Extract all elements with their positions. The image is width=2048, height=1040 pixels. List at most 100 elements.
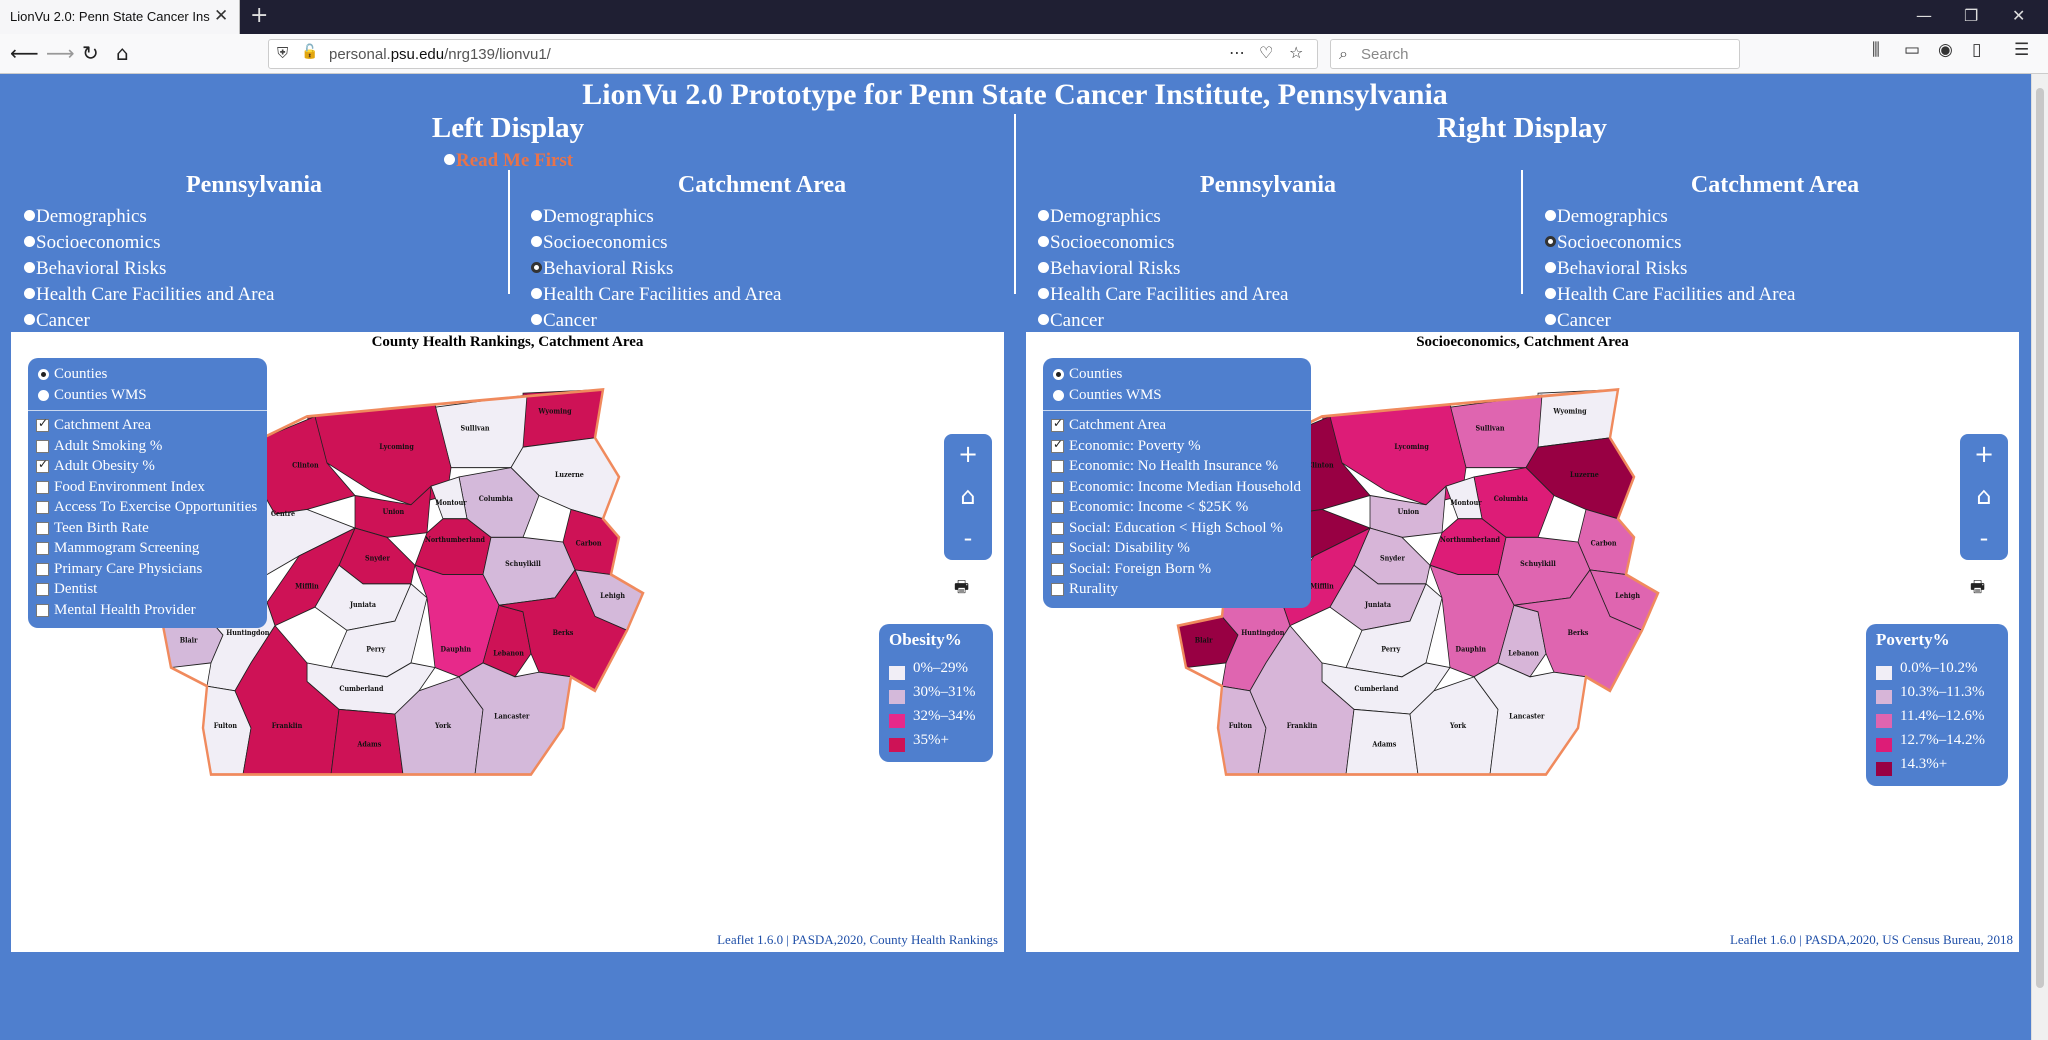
- menu-icon[interactable]: ☰: [2014, 40, 2030, 60]
- overlay-layer-option[interactable]: Primary Care Physicians: [36, 559, 257, 580]
- checkbox-icon[interactable]: [36, 521, 49, 535]
- home-icon[interactable]: ⌂: [116, 41, 129, 65]
- checkbox-icon[interactable]: [36, 603, 49, 617]
- print-icon[interactable]: 🖶: [1970, 577, 1986, 596]
- radio-bullet-icon[interactable]: [1038, 262, 1049, 273]
- close-tab-icon[interactable]: ✕: [214, 6, 229, 26]
- forward-icon[interactable]: ⟶: [46, 41, 75, 65]
- checkbox-icon[interactable]: [36, 439, 49, 453]
- checkbox-icon[interactable]: [1051, 542, 1064, 555]
- zoom-in-button[interactable]: +: [1973, 440, 1995, 468]
- new-tab-icon[interactable]: +: [250, 3, 269, 28]
- reload-icon[interactable]: ↻: [82, 41, 99, 65]
- browser-tab[interactable]: LionVu 2.0: Penn State Cancer Instit ✕: [0, 0, 240, 34]
- radio-bullet-icon[interactable]: [24, 288, 35, 299]
- base-layer-option[interactable]: Counties: [1053, 364, 1301, 385]
- lock-icon[interactable]: 🔓: [301, 44, 319, 60]
- close-window-icon[interactable]: ✕: [2012, 6, 2026, 25]
- menu-item-behavioral-risks[interactable]: Behavioral Risks: [531, 256, 781, 282]
- more-icon[interactable]: ⋯: [1229, 43, 1245, 62]
- menu-item-demographics[interactable]: Demographics: [1038, 204, 1288, 230]
- menu-item-health-care-facilities-and-area[interactable]: Health Care Facilities and Area: [531, 282, 781, 308]
- overlay-layer-option[interactable]: Economic: Poverty %: [1051, 436, 1301, 457]
- menu-item-demographics[interactable]: Demographics: [1545, 204, 1795, 230]
- right-map-panel[interactable]: Wyoming Sullivan Lycoming Clinton Luzerne Col…: [1026, 332, 2019, 952]
- menu-item-socioeconomics[interactable]: Socioeconomics: [531, 230, 781, 256]
- home-button[interactable]: ⌂: [1976, 482, 1992, 510]
- sidebar-icon[interactable]: ▭: [1904, 40, 1921, 60]
- checkbox-icon[interactable]: [36, 501, 49, 514]
- account-icon[interactable]: ◉: [1938, 40, 1953, 60]
- radio-bullet-icon[interactable]: [24, 210, 35, 221]
- radio-bullet-icon[interactable]: [24, 262, 35, 273]
- minimize-icon[interactable]: —: [1916, 6, 1932, 25]
- radio-bullet-icon[interactable]: [1038, 210, 1049, 221]
- menu-item-socioeconomics[interactable]: Socioeconomics: [1545, 230, 1795, 256]
- radio-bullet-icon[interactable]: [1545, 314, 1556, 325]
- menu-item-health-care-facilities-and-area[interactable]: Health Care Facilities and Area: [24, 282, 274, 308]
- menu-item-behavioral-risks[interactable]: Behavioral Risks: [1038, 256, 1288, 282]
- overlay-layer-option[interactable]: Adult Obesity %: [36, 456, 257, 477]
- overlay-layer-option[interactable]: Catchment Area: [1051, 415, 1301, 436]
- menu-item-health-care-facilities-and-area[interactable]: Health Care Facilities and Area: [1545, 282, 1795, 308]
- overlay-layer-option[interactable]: Catchment Area: [36, 415, 257, 436]
- radio-bullet-icon[interactable]: [1545, 236, 1556, 247]
- checkbox-icon[interactable]: [1051, 460, 1064, 473]
- radio-icon[interactable]: [1053, 389, 1064, 401]
- url-bar[interactable]: ⛨ 🔓 personal.psu.edu/nrg139/lionvu1/ ⋯ ♡…: [268, 39, 1318, 69]
- overlay-layer-option[interactable]: Mammogram Screening: [36, 538, 257, 559]
- checkbox-icon[interactable]: [36, 583, 49, 596]
- zoom-in-button[interactable]: +: [957, 440, 979, 468]
- overlay-layer-option[interactable]: Adult Smoking %: [36, 436, 257, 457]
- radio-bullet-icon[interactable]: [1545, 262, 1556, 273]
- shield-icon[interactable]: ⛨: [277, 44, 289, 62]
- overlay-layer-option[interactable]: Social: Education < High School %: [1051, 518, 1301, 539]
- zoom-out-button[interactable]: -: [1979, 524, 1989, 552]
- menu-item-behavioral-risks[interactable]: Behavioral Risks: [1545, 256, 1795, 282]
- checkbox-icon[interactable]: [1051, 437, 1064, 453]
- checkbox-icon[interactable]: [1051, 480, 1064, 494]
- read-me-link[interactable]: Read Me First: [444, 150, 573, 172]
- overlay-layer-option[interactable]: Rurality: [1051, 579, 1301, 600]
- checkbox-icon[interactable]: [36, 562, 49, 576]
- checkbox-icon[interactable]: [1051, 583, 1064, 596]
- overlay-layer-option[interactable]: Mental Health Provider: [36, 600, 257, 621]
- url-text[interactable]: personal.psu.edu/nrg139/lionvu1/: [329, 46, 551, 63]
- overlay-layer-option[interactable]: Social: Disability %: [1051, 538, 1301, 559]
- checkbox-icon[interactable]: [1051, 501, 1064, 514]
- back-icon[interactable]: ⟵: [10, 41, 39, 65]
- pocket-icon[interactable]: ♡: [1259, 43, 1274, 62]
- overlay-layer-option[interactable]: Food Environment Index: [36, 477, 257, 498]
- radio-icon[interactable]: [38, 389, 49, 401]
- radio-bullet-icon[interactable]: [24, 314, 35, 325]
- base-layer-option[interactable]: Counties WMS: [38, 385, 257, 406]
- scroll-thumb[interactable]: [2036, 88, 2044, 988]
- zoom-out-button[interactable]: -: [963, 524, 973, 552]
- radio-bullet-icon[interactable]: [1545, 210, 1556, 221]
- county-franklin[interactable]: [1249, 624, 1355, 775]
- radio-icon[interactable]: [1053, 369, 1064, 380]
- overlay-layer-option[interactable]: Economic: No Health Insurance %: [1051, 456, 1301, 477]
- overlay-layer-option[interactable]: Access To Exercise Opportunities: [36, 497, 257, 518]
- print-icon[interactable]: 🖶: [954, 577, 970, 596]
- checkbox-icon[interactable]: [1051, 416, 1064, 432]
- menu-item-cancer[interactable]: Cancer: [531, 308, 781, 334]
- radio-bullet-icon[interactable]: [531, 262, 542, 273]
- home-button[interactable]: ⌂: [960, 482, 976, 510]
- menu-item-cancer[interactable]: Cancer: [24, 308, 274, 334]
- menu-item-demographics[interactable]: Demographics: [24, 204, 274, 230]
- radio-bullet-icon[interactable]: [531, 236, 542, 247]
- page-scrollbar[interactable]: [2031, 74, 2048, 1040]
- left-county-map[interactable]: Wyoming Sullivan Lycoming Clinton Luzerne Col…: [11, 332, 1004, 952]
- menu-item-demographics[interactable]: Demographics: [531, 204, 781, 230]
- radio-bullet-icon[interactable]: [531, 314, 542, 325]
- menu-item-socioeconomics[interactable]: Socioeconomics: [1038, 230, 1288, 256]
- menu-item-behavioral-risks[interactable]: Behavioral Risks: [24, 256, 274, 282]
- menu-item-health-care-facilities-and-area[interactable]: Health Care Facilities and Area: [1038, 282, 1288, 308]
- overlay-layer-option[interactable]: Teen Birth Rate: [36, 518, 257, 539]
- menu-item-cancer[interactable]: Cancer: [1545, 308, 1795, 334]
- checkbox-icon[interactable]: [36, 480, 49, 494]
- reader-icon[interactable]: ▯: [1972, 40, 1982, 60]
- overlay-layer-option[interactable]: Social: Foreign Born %: [1051, 559, 1301, 580]
- checkbox-icon[interactable]: [1051, 562, 1064, 576]
